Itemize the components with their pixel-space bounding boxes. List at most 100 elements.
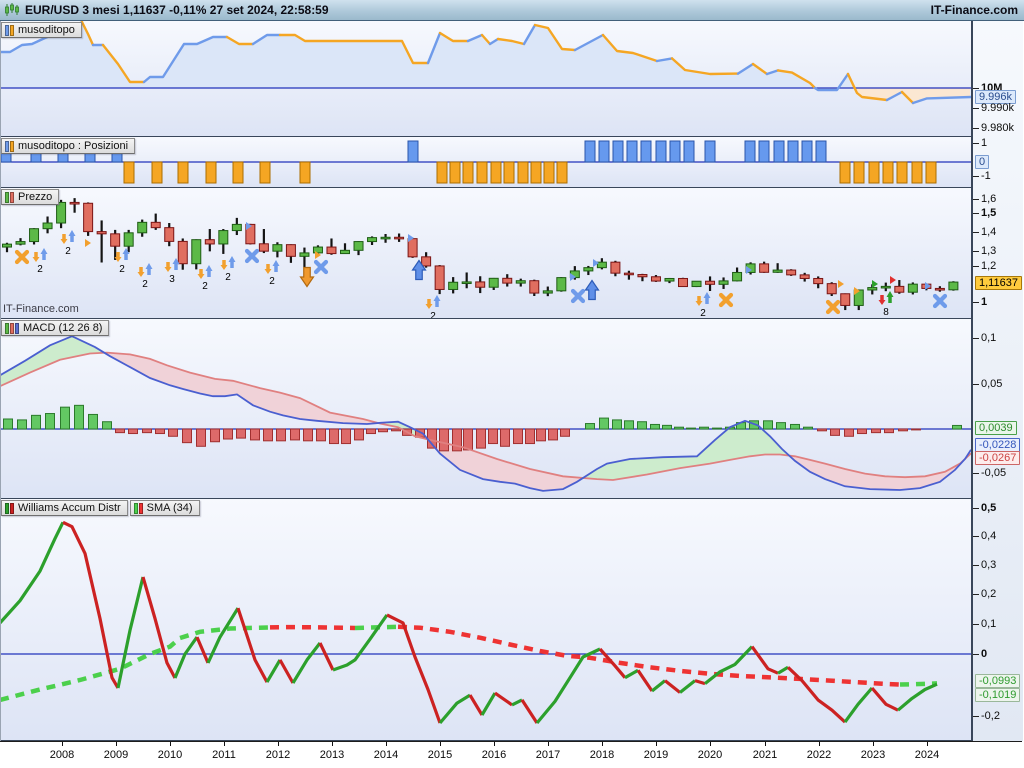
- value-axis[interactable]: 10M 9.996k 9.990k 9.980k 1 0 -1 1,6 1,5 1,4 1,3 1,2…: [972, 21, 1023, 741]
- down-arrow-icon: [299, 266, 315, 288]
- candle-up: [312, 246, 323, 254]
- macd-histogram-bar: [391, 428, 401, 432]
- candle-up: [15, 241, 26, 245]
- long-position-bar: [815, 140, 827, 163]
- axis-tick-label: 0,2: [973, 588, 996, 600]
- brand-link[interactable]: IT-Finance.com: [930, 3, 1018, 17]
- macd-fill-bearish: [0, 352, 970, 491]
- macd-histogram-bar: [3, 418, 13, 430]
- macd-histogram-bar: [303, 428, 313, 442]
- candle-down: [245, 223, 256, 245]
- candle-up: [948, 281, 959, 291]
- short-position-bar: [123, 161, 135, 184]
- indicator-line: [142, 35, 229, 84]
- macd-histogram-bar: [74, 404, 84, 430]
- candle-down: [83, 202, 94, 233]
- williams-line: [468, 694, 484, 716]
- williams-line: [664, 679, 681, 694]
- williams-line: [318, 642, 335, 671]
- orange-flag-icon: [854, 287, 860, 295]
- macd-histogram-bar: [513, 428, 523, 445]
- axis-tick-label: 1,4: [973, 226, 996, 238]
- williams-line: [386, 613, 442, 724]
- legend-musoditopo-posizioni[interactable]: musoditopo : Posizioni: [1, 138, 136, 154]
- watermark: IT-Finance.com: [3, 303, 79, 315]
- macd-legend-row: MACD (12 26 8): [1, 320, 110, 336]
- year-tick: [116, 742, 117, 746]
- legend-color-icon: [5, 191, 14, 203]
- candle-up: [907, 283, 918, 293]
- williams-line: [62, 520, 120, 689]
- candle-up: [123, 232, 134, 247]
- macd-histogram-bar: [911, 428, 921, 431]
- williams-line: [332, 613, 389, 672]
- legend-sma-34-[interactable]: SMA (34): [129, 500, 200, 516]
- macd-histogram-bar: [857, 428, 867, 435]
- williams-line: [0, 521, 65, 624]
- macd-histogram-bar: [662, 424, 672, 430]
- indicator-line: [466, 33, 484, 43]
- macd-histogram-bar: [263, 428, 273, 442]
- indicator-line: [278, 33, 430, 65]
- williams-line: [624, 668, 639, 680]
- legend-color-icon: [133, 502, 143, 514]
- candle-down: [502, 277, 513, 284]
- williams-line: [291, 642, 322, 684]
- year-label-2010: 2010: [157, 749, 183, 761]
- legend-musoditopo[interactable]: musoditopo: [1, 22, 82, 38]
- short-position-bar: [530, 161, 542, 184]
- candle-down: [813, 277, 824, 285]
- short-position-bar: [476, 161, 488, 184]
- legend-label: MACD (12 26 8): [23, 322, 103, 334]
- indicator-line: [885, 90, 904, 102]
- short-position-bar: [490, 161, 502, 184]
- signal-count-label: 2: [430, 311, 436, 322]
- orange-flag-icon: [838, 280, 844, 288]
- blue-flag-icon: [746, 266, 752, 274]
- candle-up: [299, 252, 310, 257]
- legend-williams-accum-distr[interactable]: Williams Accum Distr: [1, 500, 128, 516]
- williams-line: [704, 645, 754, 685]
- signal-count-label: 8: [883, 307, 889, 318]
- up-arrow-icon: [886, 291, 894, 303]
- axis-tick-label: -0,2: [973, 710, 1000, 722]
- year-label-2021: 2021: [752, 749, 778, 761]
- up-arrow-icon: [145, 263, 153, 275]
- short-position-bar: [517, 161, 529, 184]
- macd-histogram-bar: [686, 427, 696, 430]
- long-position-bar: [669, 140, 681, 163]
- sma-line: [899, 681, 938, 687]
- williams-line: [651, 679, 666, 693]
- year-label-2024: 2024: [914, 749, 940, 761]
- long-position-bar: [584, 140, 596, 163]
- macd-histogram-bar: [776, 422, 786, 430]
- year-tick: [494, 742, 495, 746]
- candle-up: [880, 285, 891, 289]
- signal-count-label: 2: [202, 281, 208, 292]
- short-position-bar: [205, 161, 217, 184]
- x-mark-icon: [718, 292, 734, 308]
- candle-up: [867, 287, 878, 291]
- candle-up: [772, 269, 783, 273]
- candle-down: [326, 246, 337, 255]
- year-tick: [440, 742, 441, 746]
- down-arrow-icon: [425, 299, 433, 309]
- candle-up: [732, 271, 743, 282]
- williams-line: [236, 607, 269, 683]
- legend-prezzo[interactable]: Prezzo: [1, 189, 60, 205]
- williams-line: [694, 679, 706, 686]
- legend-label: SMA (34): [146, 502, 193, 514]
- legend-macd-12-26-8-[interactable]: MACD (12 26 8): [1, 320, 110, 336]
- up-arrow-icon: [205, 265, 213, 277]
- year-label-2011: 2011: [212, 749, 236, 761]
- year-tick: [873, 742, 874, 746]
- macd-histogram-bar: [210, 428, 220, 443]
- candle-up: [448, 281, 459, 290]
- x-mark-icon: [313, 259, 329, 275]
- time-axis[interactable]: 2008 2009 2010 2011 2012 2013 2014 2015 2016 2017…: [0, 741, 1022, 768]
- williams-legend-row: Williams Accum Distr SMA (34): [1, 500, 200, 516]
- candle-up: [461, 281, 472, 285]
- candle-down: [759, 263, 770, 273]
- red-flag-icon: [890, 276, 896, 284]
